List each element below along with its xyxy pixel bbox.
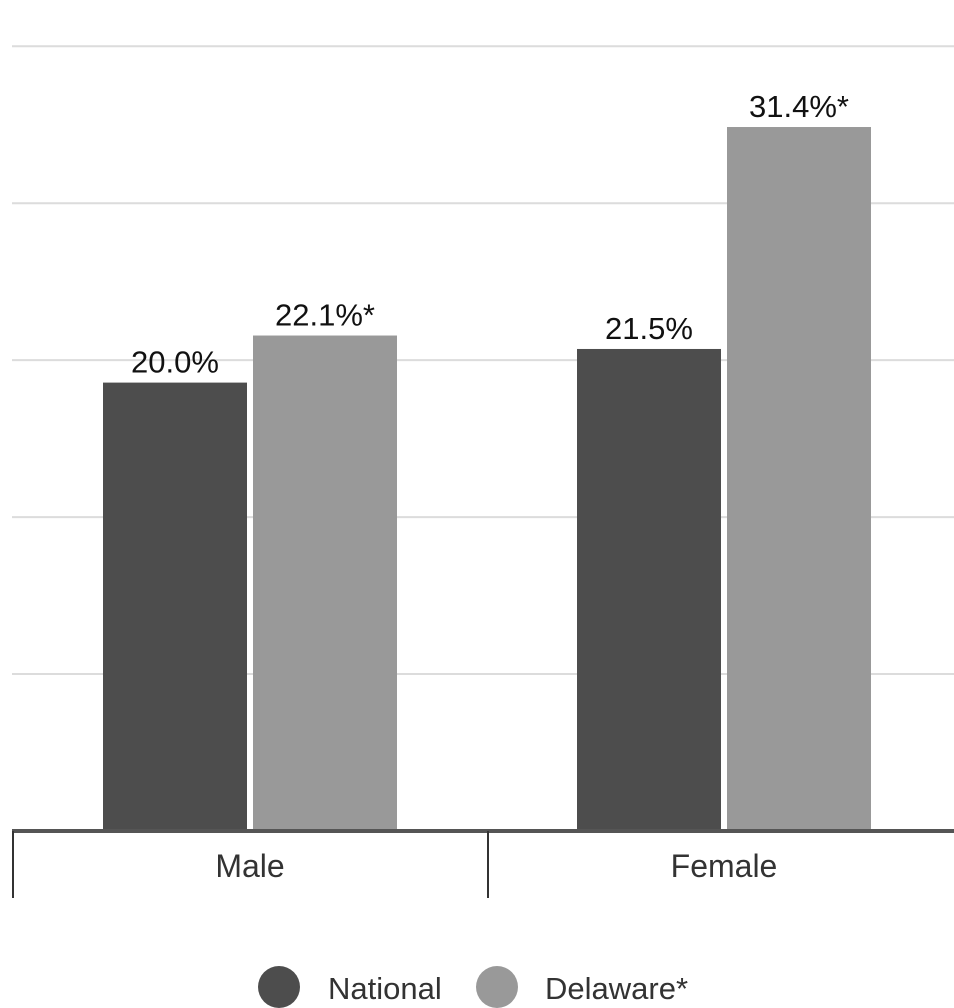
legend-swatch: [258, 966, 300, 1008]
data-label: 31.4%*: [749, 89, 849, 124]
x-axis-categories: Male Female: [215, 848, 777, 884]
data-labels: 20.0% 22.1%* 21.5% 31.4%*: [131, 89, 849, 380]
data-label: 21.5%: [605, 311, 693, 346]
bar-male-delaware: [253, 335, 397, 831]
data-label: 22.1%*: [275, 298, 375, 333]
category-label: Male: [215, 848, 284, 884]
legend: National Delaware*: [258, 966, 688, 1008]
data-label: 20.0%: [131, 345, 219, 380]
bars: [103, 127, 871, 831]
category-label: Female: [671, 848, 778, 884]
bar-female-national: [577, 348, 721, 831]
legend-swatch: [476, 966, 518, 1008]
legend-label: Delaware*: [545, 971, 688, 1006]
legend-label: National: [328, 971, 442, 1006]
bar-female-delaware: [727, 127, 871, 831]
bar-male-national: [103, 382, 247, 831]
